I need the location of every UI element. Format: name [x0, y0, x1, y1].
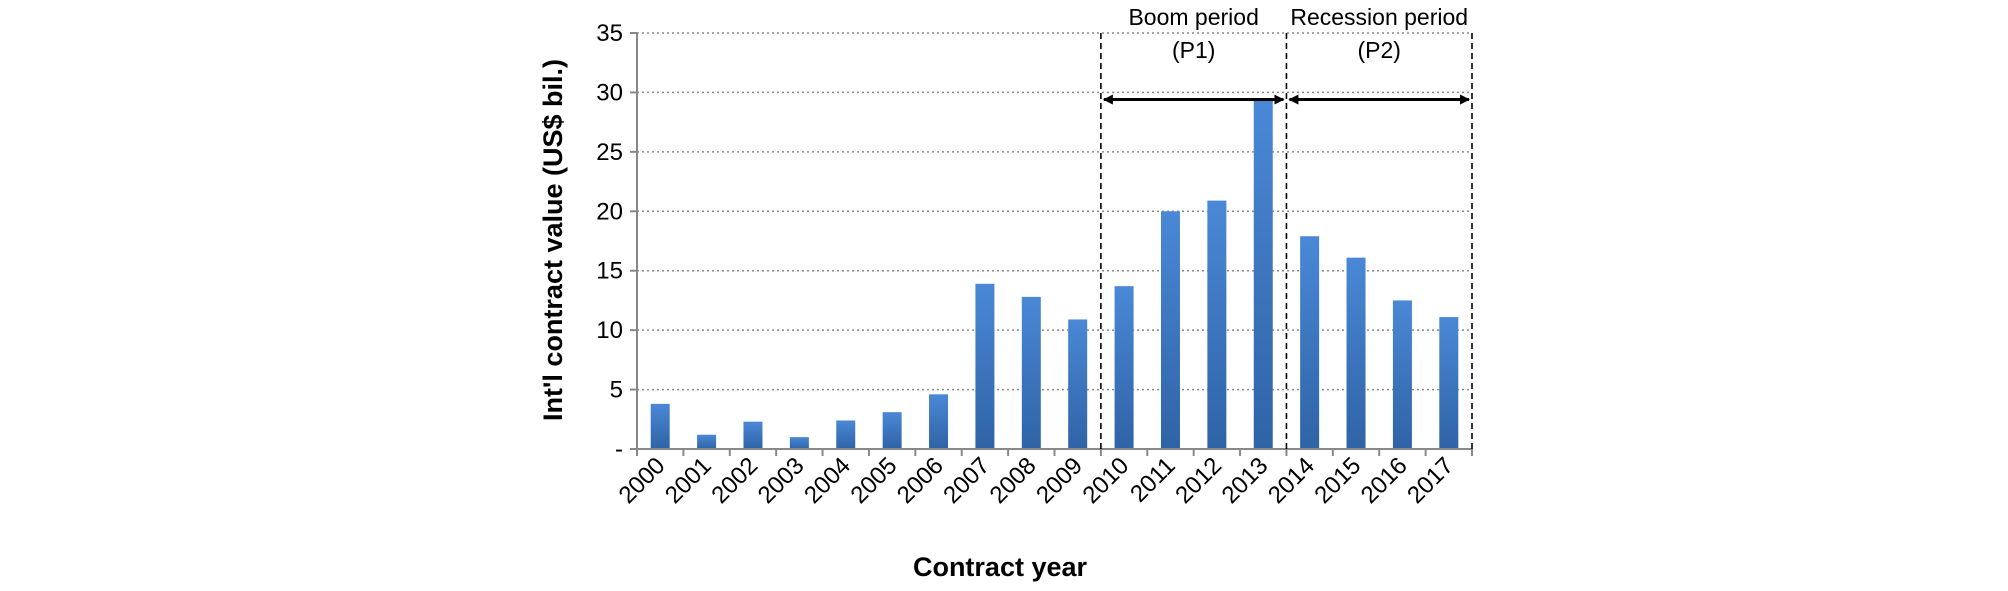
y-tick-label: 15: [596, 258, 623, 285]
bar-2014: [1300, 236, 1320, 449]
x-tick-label: 2009: [1031, 452, 1088, 509]
bars: [650, 100, 1459, 450]
bar-2016: [1392, 300, 1412, 449]
x-tick-label: 2005: [846, 452, 903, 509]
y-tick-label: 35: [596, 20, 623, 47]
period-label: Boom period: [1128, 4, 1258, 30]
period-code-label: (P2): [1357, 37, 1400, 63]
x-tick-label: 2007: [938, 452, 995, 509]
x-tick-label: 2004: [799, 452, 856, 509]
x-tick-label: 2013: [1217, 452, 1274, 509]
x-tick-label: 2008: [985, 452, 1042, 509]
y-axis-title: Int'l contract value (US$ bil.): [538, 59, 568, 421]
bar-2005: [882, 412, 902, 449]
period-code-label: (P1): [1172, 37, 1215, 63]
y-tick-label: 30: [596, 79, 623, 106]
x-tick-label: 2011: [1125, 452, 1181, 508]
x-tick-label: 2003: [753, 452, 810, 509]
y-tick-label: 25: [596, 139, 623, 166]
axes: [630, 32, 1473, 456]
x-tick-label: 2017: [1402, 452, 1459, 509]
x-tick-labels: 2000200120022003200420052006200720082009…: [614, 452, 1459, 509]
bar-2015: [1346, 257, 1366, 449]
x-tick-label: 2012: [1170, 452, 1227, 509]
x-tick-label: 2001: [660, 452, 717, 509]
x-tick-label: 2006: [892, 452, 949, 509]
gridlines: [637, 32, 1472, 391]
bar-2003: [789, 437, 809, 449]
period-label: Recession period: [1290, 4, 1468, 30]
bar-2013: [1253, 100, 1273, 450]
x-tick-label: 2016: [1356, 452, 1413, 509]
x-tick-label: 2002: [706, 452, 763, 509]
x-tick-label: 2014: [1263, 452, 1320, 509]
bar-2000: [650, 403, 670, 449]
y-tick-labels: - 5 10 15 20 25 30 35: [596, 20, 623, 463]
y-tick-label: 10: [596, 317, 623, 344]
bar-2002: [743, 421, 763, 449]
x-axis-title: Contract year: [913, 552, 1088, 582]
bar-2012: [1207, 200, 1227, 449]
bar-2011: [1160, 211, 1180, 449]
bar-2010: [1114, 286, 1134, 449]
bar-2007: [975, 283, 995, 449]
y-tick-label: -: [615, 436, 623, 463]
bar-2017: [1439, 317, 1459, 449]
period-annotations: Boom period (P1) Recession period (P2): [1100, 4, 1473, 449]
bar-2004: [836, 420, 856, 449]
bar-2006: [929, 394, 949, 449]
y-tick-label: 20: [596, 198, 623, 225]
x-tick-label: 2010: [1077, 452, 1134, 509]
x-tick-label: 2015: [1309, 452, 1366, 509]
bar-2009: [1068, 319, 1088, 449]
y-tick-label: 5: [610, 377, 623, 404]
bar-2008: [1021, 296, 1041, 449]
bar-2001: [697, 434, 717, 449]
